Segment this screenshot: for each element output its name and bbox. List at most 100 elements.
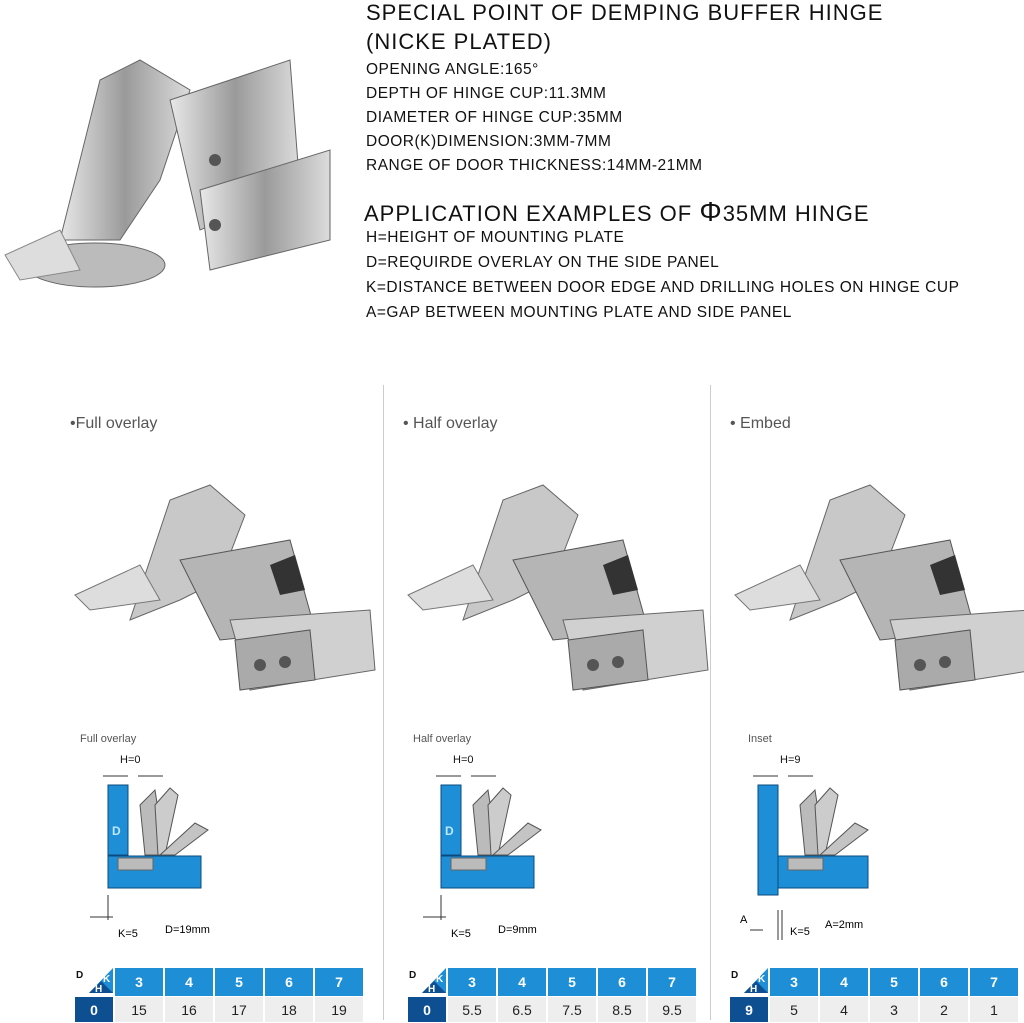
overlay-column: • Embed Inset H=9 A K=5 A=2mm D H K — [728, 385, 1024, 1023]
side-panel — [440, 784, 462, 856]
d-value-cell: 5.5 — [448, 997, 496, 1022]
svg-text:H: H — [95, 984, 102, 993]
d-value-cell: 8.5 — [598, 997, 646, 1022]
d-marker: D — [445, 824, 454, 838]
spec-line: DOOR(K)DIMENSION:3MM-7MM — [366, 133, 612, 150]
column-title: • Half overlay — [403, 415, 498, 432]
svg-text:K: K — [103, 974, 111, 985]
k-value-header: 7 — [315, 968, 363, 996]
k-value-header: 4 — [498, 968, 546, 996]
application-title-suffix: 35MM HINGE — [722, 201, 870, 226]
spec-line: OPENING ANGLE:165° — [366, 61, 539, 78]
diagram-label: Full overlay — [80, 733, 137, 745]
k-dimension-label: K=5 — [118, 928, 138, 940]
svg-text:K: K — [436, 974, 444, 985]
table-corner-cell: D H K — [730, 968, 768, 996]
d-value-cell: 18 — [265, 997, 313, 1022]
table-corner-cell: D H K — [408, 968, 446, 996]
d-value-cell: 9.5 — [648, 997, 696, 1022]
h-value-cell: 0 — [408, 997, 446, 1022]
d-dimension-label: D=9mm — [498, 924, 537, 936]
k-value-header: 5 — [548, 968, 596, 996]
d-value-cell: 4 — [820, 997, 868, 1022]
k-value-header: 7 — [648, 968, 696, 996]
overlay-column: • Half overlay Half overlay H=0 D K=5 D=… — [403, 385, 730, 1023]
application-line: K=DISTANCE BETWEEN DOOR EDGE AND DRILLIN… — [366, 279, 960, 296]
application-line: D=REQUIRDE OVERLAY ON THE SIDE PANEL — [366, 254, 720, 271]
application-title-prefix: APPLICATION EXAMPLES OF — [364, 201, 700, 226]
hinge-photo — [407, 484, 709, 691]
h-value-cell: 9 — [730, 997, 768, 1022]
side-panel — [757, 784, 779, 896]
h-value-cell: 0 — [75, 997, 113, 1022]
svg-text:D: D — [409, 970, 416, 981]
k-value-header: 4 — [165, 968, 213, 996]
svg-text:H: H — [750, 984, 757, 993]
k-value-header: 5 — [215, 968, 263, 996]
diagram-label: Half overlay — [413, 733, 472, 745]
k-value-header: 7 — [970, 968, 1018, 996]
d-value-cell: 6.5 — [498, 997, 546, 1022]
svg-text:H: H — [428, 984, 435, 993]
svg-text:K: K — [758, 974, 766, 985]
d-value-cell: 7.5 — [548, 997, 596, 1022]
k-value-header: 5 — [870, 968, 918, 996]
k-value-header: 6 — [920, 968, 968, 996]
phi-symbol: Φ — [699, 196, 723, 227]
k-value-header: 3 — [115, 968, 163, 996]
k-value-header: 3 — [770, 968, 818, 996]
d-value-cell: 15 — [115, 997, 163, 1022]
column-title: • Embed — [730, 415, 791, 432]
hinge-photo — [734, 484, 1024, 691]
hinge-photo — [74, 484, 376, 691]
d-value-cell: 2 — [920, 997, 968, 1022]
d-value-cell: 1 — [970, 997, 1018, 1022]
application-line: A=GAP BETWEEN MOUNTING PLATE AND SIDE PA… — [366, 304, 792, 321]
mounting-diagram: H=9 A K=5 A=2mm — [740, 754, 869, 940]
overlay-column: •Full overlay Full overlay H=0 D K=5 D=1… — [70, 385, 397, 1023]
column-title: •Full overlay — [70, 415, 158, 432]
k-value-header: 3 — [448, 968, 496, 996]
table-corner-cell: D H K — [75, 968, 113, 996]
d-value-cell: 16 — [165, 997, 213, 1022]
column-divider — [710, 385, 711, 1020]
spec-line: DEPTH OF HINGE CUP:11.3MM — [366, 85, 607, 102]
d-dimension-label: A=2mm — [825, 919, 863, 931]
k-dimension-label: K=5 — [451, 928, 471, 940]
mounting-diagram: H=0 D K=5 D=9mm — [423, 754, 542, 940]
spec-title-2: (NICKE PLATED) — [366, 29, 552, 54]
diagram-label: Inset — [748, 733, 772, 745]
h-dimension-label: H=9 — [780, 754, 801, 766]
k-value-header: 6 — [598, 968, 646, 996]
d-value-cell: 19 — [315, 997, 363, 1022]
a-marker: A — [740, 914, 748, 926]
h-dimension-label: H=0 — [120, 754, 141, 766]
d-value-cell: 17 — [215, 997, 263, 1022]
spec-line: RANGE OF DOOR THICKNESS:14MM-21MM — [366, 157, 703, 174]
hinge-product-photo — [4, 59, 331, 288]
k-dimension-label: K=5 — [790, 926, 810, 938]
column-divider — [383, 385, 384, 1020]
k-value-header: 6 — [265, 968, 313, 996]
h-dimension-label: H=0 — [453, 754, 474, 766]
k-value-header: 4 — [820, 968, 868, 996]
d-value-cell: 3 — [870, 997, 918, 1022]
side-panel — [107, 784, 129, 856]
spec-title: SPECIAL POINT OF DEMPING BUFFER HINGE — [366, 0, 884, 25]
spec-line: DIAMETER OF HINGE CUP:35MM — [366, 109, 623, 126]
d-marker: D — [112, 824, 121, 838]
mounting-diagram: H=0 D K=5 D=19mm — [90, 754, 210, 940]
d-dimension-label: D=19mm — [165, 924, 210, 936]
svg-text:D: D — [76, 970, 83, 981]
application-title: APPLICATION EXAMPLES OF Φ35MM HINGE — [364, 196, 870, 228]
application-line: H=HEIGHT OF MOUNTING PLATE — [366, 229, 625, 246]
table-row: 0 5.5 6.5 7.5 8.5 9.5 — [408, 997, 696, 1022]
table-row: 0 15 16 17 18 19 — [75, 997, 363, 1022]
